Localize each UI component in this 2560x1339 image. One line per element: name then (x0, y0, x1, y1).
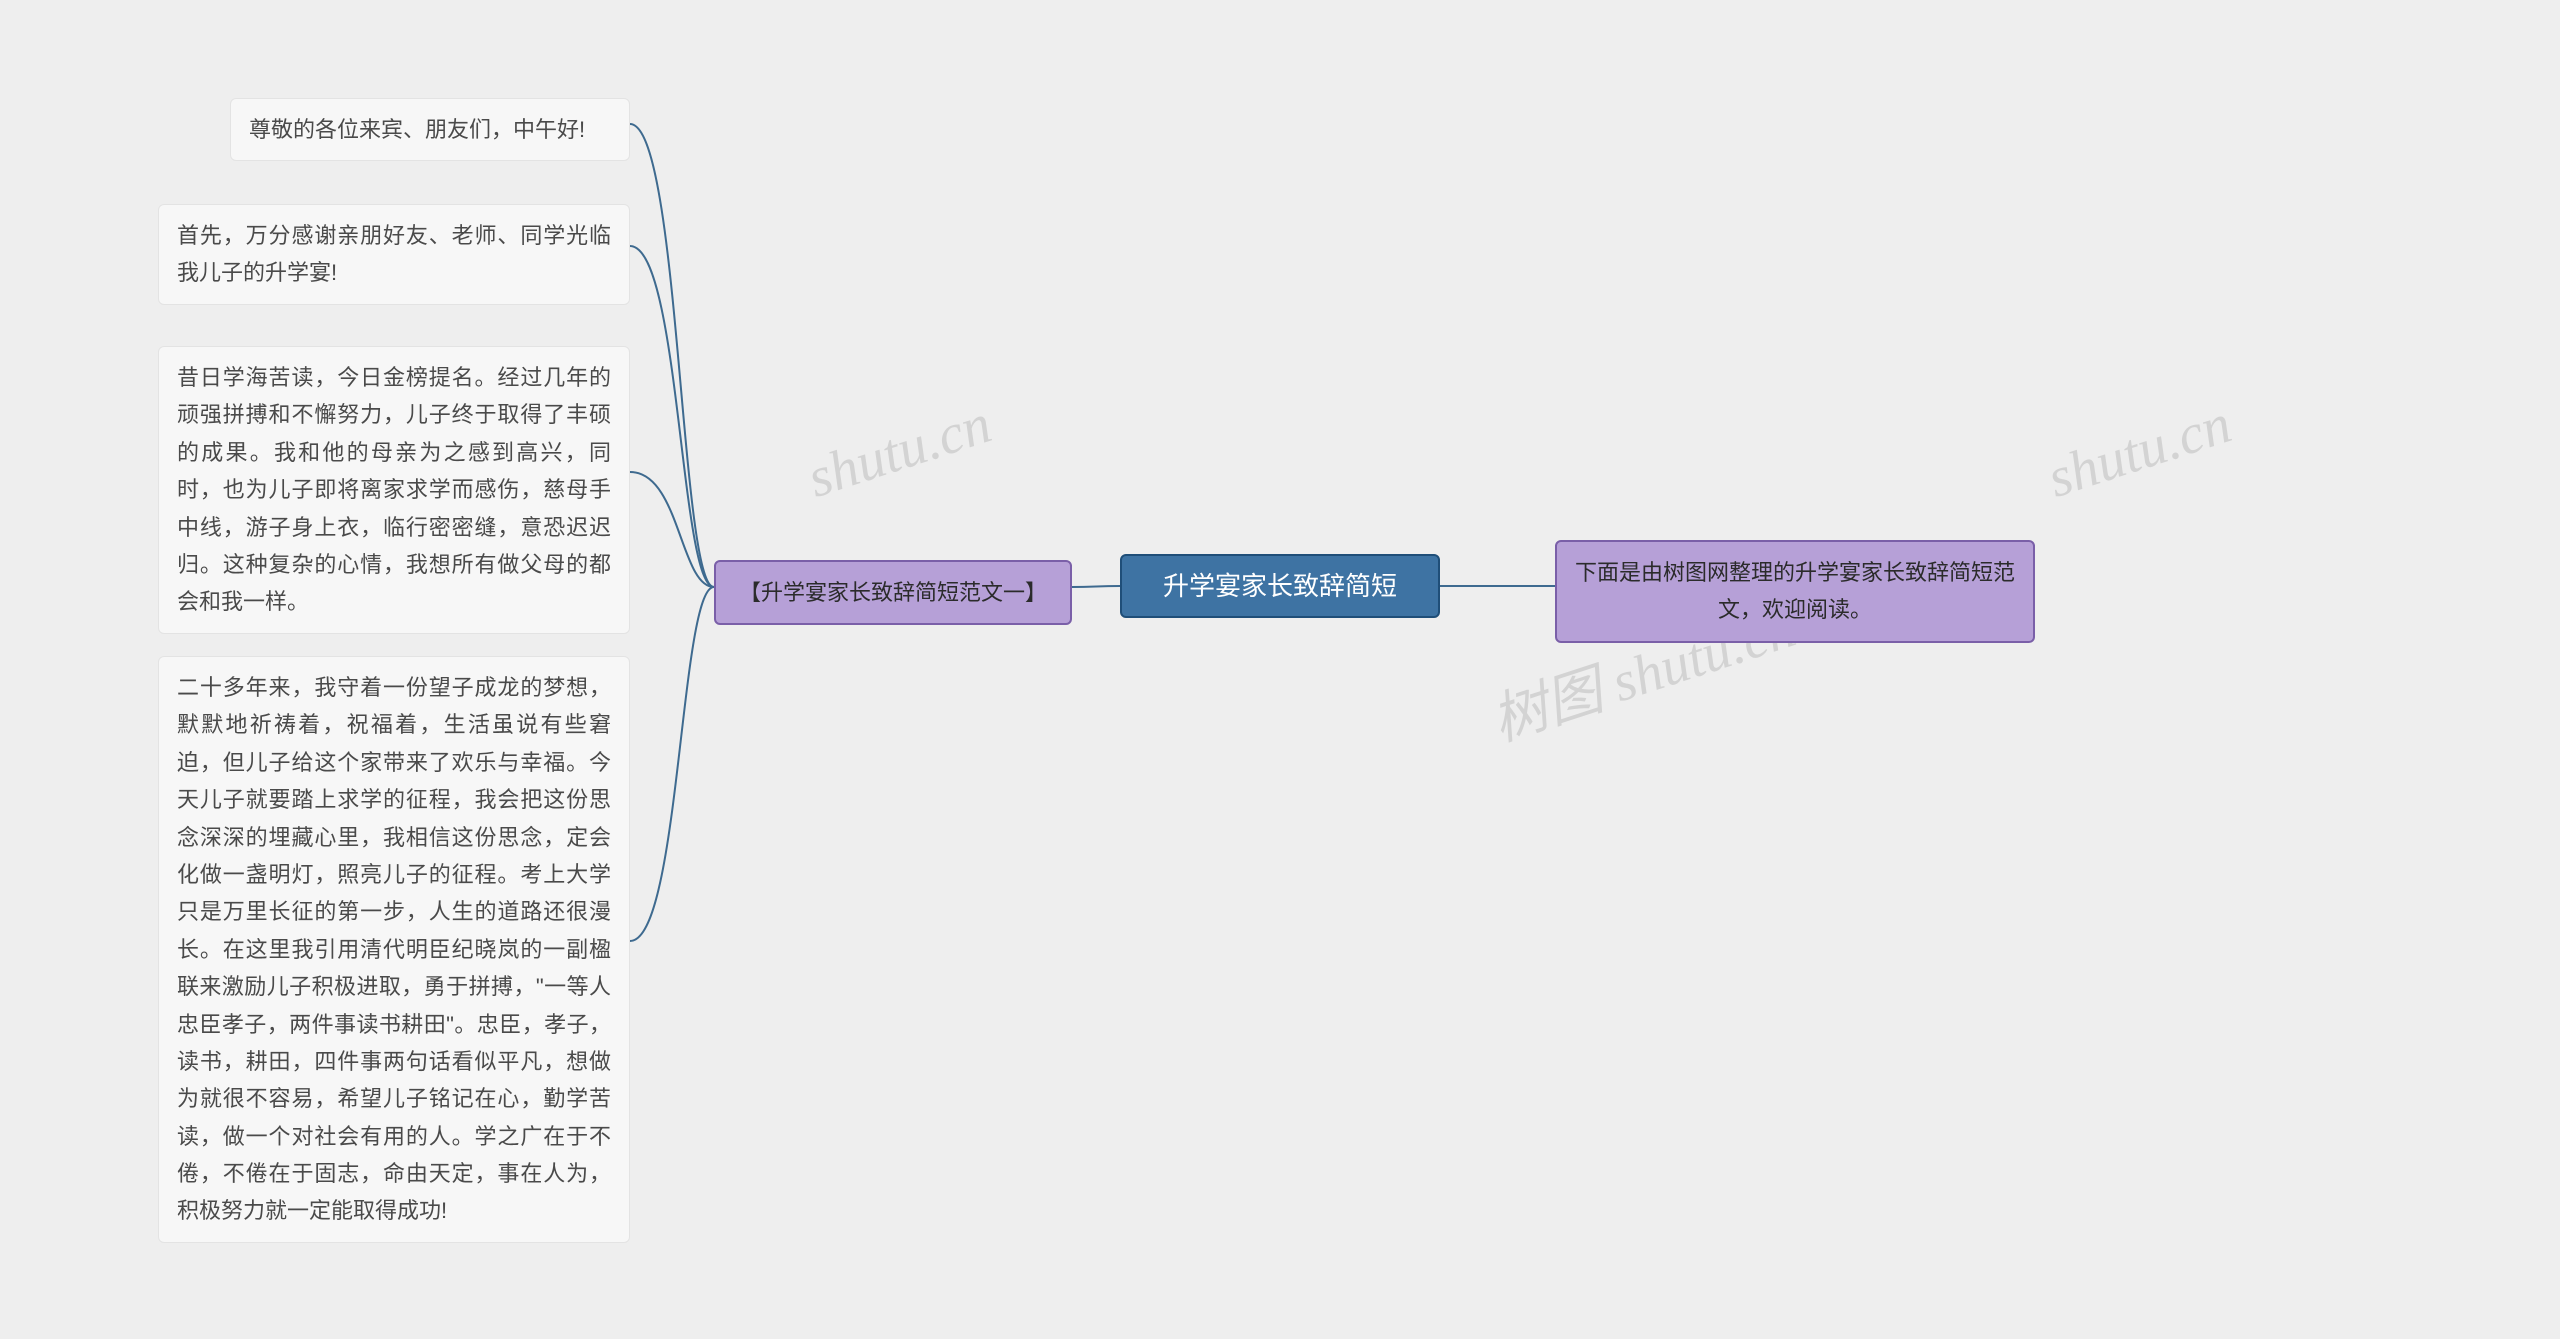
right-branch-node[interactable]: 下面是由树图网整理的升学宴家长致辞简短范文，欢迎阅读。 (1555, 540, 2035, 643)
leaf-text: 昔日学海苦读，今日金榜提名。经过几年的顽强拼搏和不懈努力，儿子终于取得了丰硕的成… (177, 365, 611, 614)
leaf-text: 首先，万分感谢亲朋好友、老师、同学光临我儿子的升学宴! (177, 223, 611, 285)
leaf-text: 二十多年来，我守着一份望子成龙的梦想，默默地祈祷着，祝福着，生活虽说有些窘迫，但… (177, 675, 611, 1223)
root-node[interactable]: 升学宴家长致辞简短 (1120, 554, 1440, 618)
leaf-node[interactable]: 二十多年来，我守着一份望子成龙的梦想，默默地祈祷着，祝福着，生活虽说有些窘迫，但… (158, 656, 630, 1243)
watermark: shutu.cn (2040, 392, 2239, 511)
edge (630, 472, 714, 587)
right-branch-text: 下面是由树图网整理的升学宴家长致辞简短范文，欢迎阅读。 (1575, 554, 2015, 629)
watermark: shutu.cn (800, 392, 999, 511)
leaf-text: 尊敬的各位来宾、朋友们，中午好! (249, 117, 585, 142)
edge (630, 124, 714, 587)
root-text: 升学宴家长致辞简短 (1163, 564, 1397, 608)
left-branch-text: 【升学宴家长致辞简短范文一】 (739, 574, 1047, 611)
leaf-node[interactable]: 首先，万分感谢亲朋好友、老师、同学光临我儿子的升学宴! (158, 204, 630, 305)
leaf-node[interactable]: 昔日学海苦读，今日金榜提名。经过几年的顽强拼搏和不懈努力，儿子终于取得了丰硕的成… (158, 346, 630, 634)
leaf-node[interactable]: 尊敬的各位来宾、朋友们，中午好! (230, 98, 630, 161)
edge (630, 246, 714, 587)
edge (1072, 586, 1120, 587)
edge (630, 587, 714, 941)
mindmap-canvas: 树图 shutu.cnshutu.cn树图 shutu.cnshutu.cn 升… (0, 0, 2560, 1339)
left-branch-node[interactable]: 【升学宴家长致辞简短范文一】 (714, 560, 1072, 625)
